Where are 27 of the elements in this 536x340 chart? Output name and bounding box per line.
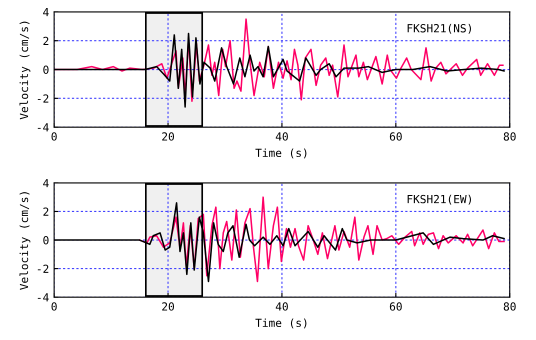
y-tick-label: -2 xyxy=(38,94,48,103)
x-tick-label: 20 xyxy=(162,302,174,311)
x-tick-label: 0 xyxy=(52,302,57,311)
x-tick-label: 80 xyxy=(504,132,516,141)
y-tick-label: 4 xyxy=(43,8,49,16)
x-tick-label: 40 xyxy=(276,302,288,311)
y-tick-label: -2 xyxy=(38,264,48,273)
annotation: FKSH21(EW) xyxy=(408,194,471,205)
y-tick-label: 0 xyxy=(43,66,49,74)
y-tick-label: -4 xyxy=(38,123,49,132)
x-tick-label: 20 xyxy=(162,132,174,141)
x-tick-label: 60 xyxy=(390,302,402,311)
y-axis-title: Velocity (cm/s) xyxy=(20,22,30,120)
x-tick-label: 0 xyxy=(52,132,57,141)
x-tick-label: 60 xyxy=(390,132,402,141)
y-tick-label: 4 xyxy=(43,179,49,188)
y-tick-label: 0 xyxy=(43,236,49,244)
y-axis-title: Velocity (cm/s) xyxy=(20,192,30,290)
y-tick-label: 2 xyxy=(43,36,48,45)
y-tick-label: 2 xyxy=(43,207,48,216)
x-tick-label: 80 xyxy=(504,302,516,311)
x-axis-title: Time (s) xyxy=(255,148,306,158)
y-tick-label: -4 xyxy=(38,293,49,302)
line-series xyxy=(138,196,505,282)
x-axis-title: Time (s) xyxy=(255,318,306,328)
annotation: FKSH21(NS) xyxy=(408,24,471,34)
x-tick-label: 40 xyxy=(276,132,288,141)
